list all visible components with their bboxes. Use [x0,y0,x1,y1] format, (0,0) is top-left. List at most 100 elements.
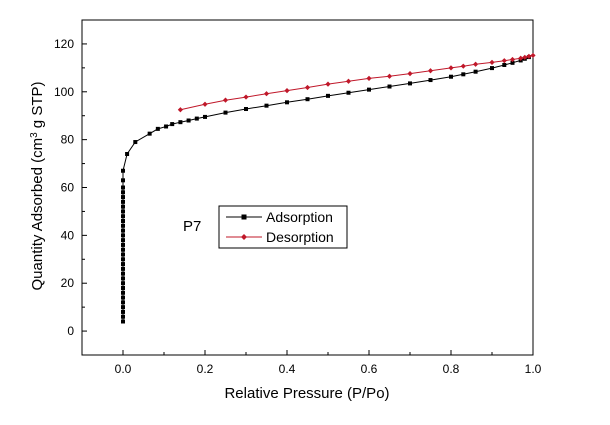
legend: Adsorption Desorption [218,205,348,249]
adsorption-point [121,271,125,276]
adsorption-point [367,87,371,92]
sample-annotation: P7 [183,218,201,235]
desorption-point [325,81,331,87]
adsorption-point [502,62,507,67]
adsorption-point [121,290,125,295]
adsorption-point [170,122,175,127]
desorption-point [202,101,208,107]
adsorption-point [121,168,125,173]
adsorption-point [244,107,248,112]
adsorption-point [164,124,169,129]
y-tick-label: 60 [61,181,75,195]
desorption-point [473,61,479,67]
adsorption-point [121,219,125,223]
desorption-point [530,52,536,59]
adsorption-point [125,152,130,156]
legend-desorption-marker [241,234,247,240]
adsorption-point [473,69,478,74]
desorption-line [180,54,534,111]
y-axis-title-main: Quantity Adsorbed (cm [29,138,46,291]
adsorption-point [178,120,183,125]
desorption-point [522,54,528,60]
desorption-point [460,63,466,69]
x-tick-label: 1.0 [525,362,542,376]
y-tick-label: 40 [61,228,75,242]
adsorption-point [194,116,199,121]
adsorption-point [121,199,125,204]
plot-frame [81,19,534,356]
adsorption-point [121,276,125,281]
desorption-point [427,68,434,74]
y-axis-ticks: 0 20 40 60 80 100 120 [54,37,87,338]
adsorption-point [121,252,125,257]
adsorption-point [203,114,207,119]
series-layer [121,52,536,324]
adsorption-point [121,204,125,209]
adsorption-point [121,257,125,262]
adsorption-point [121,228,125,233]
adsorption-point [186,118,191,123]
adsorption-point [510,60,515,65]
desorption-point [366,75,372,81]
adsorption-point [121,266,125,271]
adsorption-line [122,56,530,322]
x-tick-label: 0.6 [361,362,378,376]
adsorption-point [121,238,125,243]
adsorption-point [121,233,125,238]
adsorption-point [490,66,494,71]
adsorption-point [305,97,310,102]
desorption-point [243,94,249,100]
x-axis-title: Relative Pressure (P/Po) [224,385,389,402]
adsorption-point [133,140,138,145]
adsorption-point [121,242,125,247]
desorption-point [526,53,532,59]
y-tick-label: 20 [61,276,75,290]
legend-adsorption-label: Adsorption [266,209,333,225]
adsorption-point [121,314,125,319]
desorption-point [386,73,393,79]
x-axis-ticks: 0.0 0.2 0.4 0.6 0.8 1.0 [115,350,542,376]
adsorption-point [461,72,466,77]
desorption-point [501,58,507,64]
series-adsorption [121,55,531,324]
desorption-point [304,84,311,91]
series-desorption [177,52,536,113]
desorption-point [222,97,229,103]
x-tick-label: 0.8 [443,362,460,376]
adsorption-point [408,81,412,86]
adsorption-point [346,90,351,95]
desorption-point [263,91,270,97]
adsorption-point [121,195,125,200]
adsorption-point [387,84,392,89]
desorption-point [518,55,524,61]
desorption-point [284,87,290,94]
adsorption-point [155,126,160,131]
adsorption-point [147,131,152,136]
y-axis-title-superscript: 3 [29,132,40,138]
adsorption-point [121,178,125,183]
adsorption-point [326,93,330,98]
adsorption-point [121,190,125,195]
adsorption-point [449,74,453,79]
x-tick-label: 0.0 [115,362,132,376]
desorption-point [177,107,183,113]
adsorption-point [121,286,125,290]
desorption-point [407,71,413,77]
legend-desorption-label: Desorption [266,229,334,245]
desorption-point [489,59,495,65]
adsorption-point [121,319,125,324]
adsorption-point [121,262,125,267]
legend-adsorption-marker [241,214,247,220]
y-axis-title-unit: g STP) [29,82,46,133]
adsorption-point [121,309,125,314]
desorption-point [448,65,454,71]
y-tick-label: 100 [54,85,74,99]
y-tick-label: 80 [61,133,75,147]
adsorption-point [264,103,269,108]
adsorption-point [121,281,125,286]
adsorption-point [285,100,289,105]
y-tick-label: 0 [67,324,74,338]
adsorption-point [121,223,125,228]
x-tick-label: 0.4 [279,362,296,376]
desorption-point [345,78,352,84]
